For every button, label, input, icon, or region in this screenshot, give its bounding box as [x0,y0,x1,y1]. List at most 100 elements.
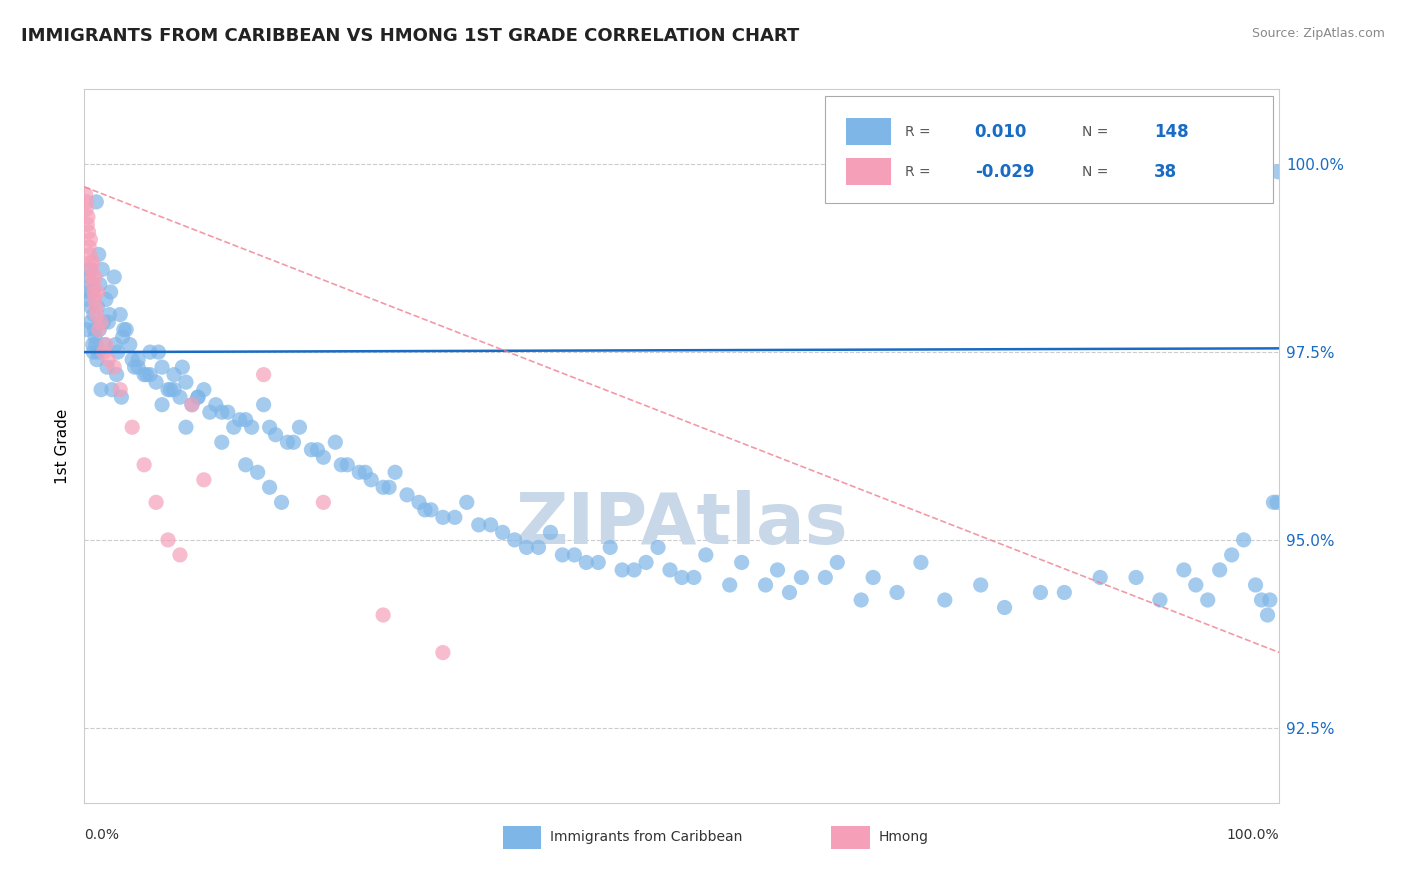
Point [718,578,741,592]
Point [516,541,538,555]
Point [110,383,132,397]
Text: N =: N = [1083,125,1114,139]
Point [235,458,257,472]
Text: Source: ZipAtlas.com: Source: ZipAtlas.com [1251,27,1385,40]
Point [86,352,108,367]
Point [181,398,204,412]
Point [503,533,526,547]
Point [851,593,873,607]
Point [127,352,149,367]
Point [77,225,100,239]
Point [1029,585,1052,599]
Point [86,285,108,299]
Point [432,646,454,660]
Point [83,322,105,336]
Point [671,570,693,584]
Point [636,556,658,570]
Point [396,488,419,502]
Point [612,563,634,577]
Point [468,517,491,532]
Point [82,345,104,359]
Point [373,480,395,494]
Point [110,308,132,322]
Point [755,578,778,592]
Point [456,495,478,509]
Point [1209,563,1232,577]
Point [163,383,186,397]
Point [86,300,108,314]
Point [93,337,115,351]
Point [360,473,382,487]
Point [139,345,162,359]
Point [647,541,669,555]
Point [80,262,103,277]
Point [76,218,98,232]
Point [259,480,281,494]
Point [148,345,170,359]
Point [169,548,191,562]
FancyBboxPatch shape [825,96,1274,203]
Point [193,473,215,487]
Point [198,405,221,419]
Point [94,293,117,307]
Point [82,337,104,351]
Text: IMMIGRANTS FROM CARIBBEAN VS HMONG 1ST GRADE CORRELATION CHART: IMMIGRANTS FROM CARIBBEAN VS HMONG 1ST G… [21,27,800,45]
Point [76,194,98,209]
Point [1263,495,1285,509]
Point [259,420,281,434]
Point [157,383,180,397]
Point [76,322,98,336]
Text: 0.010: 0.010 [974,123,1028,141]
Point [86,308,108,322]
Point [413,503,436,517]
Text: R =: R = [905,165,935,178]
Point [312,450,335,465]
Point [1267,165,1289,179]
Point [301,442,323,457]
Point [253,398,276,412]
Point [139,368,162,382]
Point [97,352,120,367]
Point [110,390,132,404]
Point [100,285,122,299]
Point [132,458,156,472]
Point [1090,570,1112,584]
Point [181,398,204,412]
Point [575,556,598,570]
Point [1258,593,1281,607]
Point [187,390,209,404]
Point [87,322,110,336]
Text: ZIPAtlas: ZIPAtlas [516,491,848,559]
Point [80,300,103,314]
Point [408,495,430,509]
Text: 38: 38 [1154,163,1177,181]
Point [97,315,120,329]
Point [384,465,406,479]
Point [121,352,143,367]
Point [89,322,111,336]
Point [103,270,125,285]
Point [118,337,141,351]
Point [217,405,239,419]
Text: -0.029: -0.029 [974,163,1035,181]
Point [93,315,115,329]
Point [540,525,562,540]
Point [444,510,467,524]
Point [157,533,180,547]
Point [75,187,97,202]
Point [246,465,269,479]
Point [790,570,813,584]
Point [623,563,645,577]
Point [80,277,103,292]
Point [695,548,717,562]
Point [683,570,706,584]
Point [115,322,138,336]
Point [378,480,401,494]
Point [163,368,186,382]
Point [96,360,118,375]
Point [77,285,100,299]
Point [84,300,107,314]
Point [731,556,754,570]
Point [86,194,108,209]
Point [135,368,157,382]
